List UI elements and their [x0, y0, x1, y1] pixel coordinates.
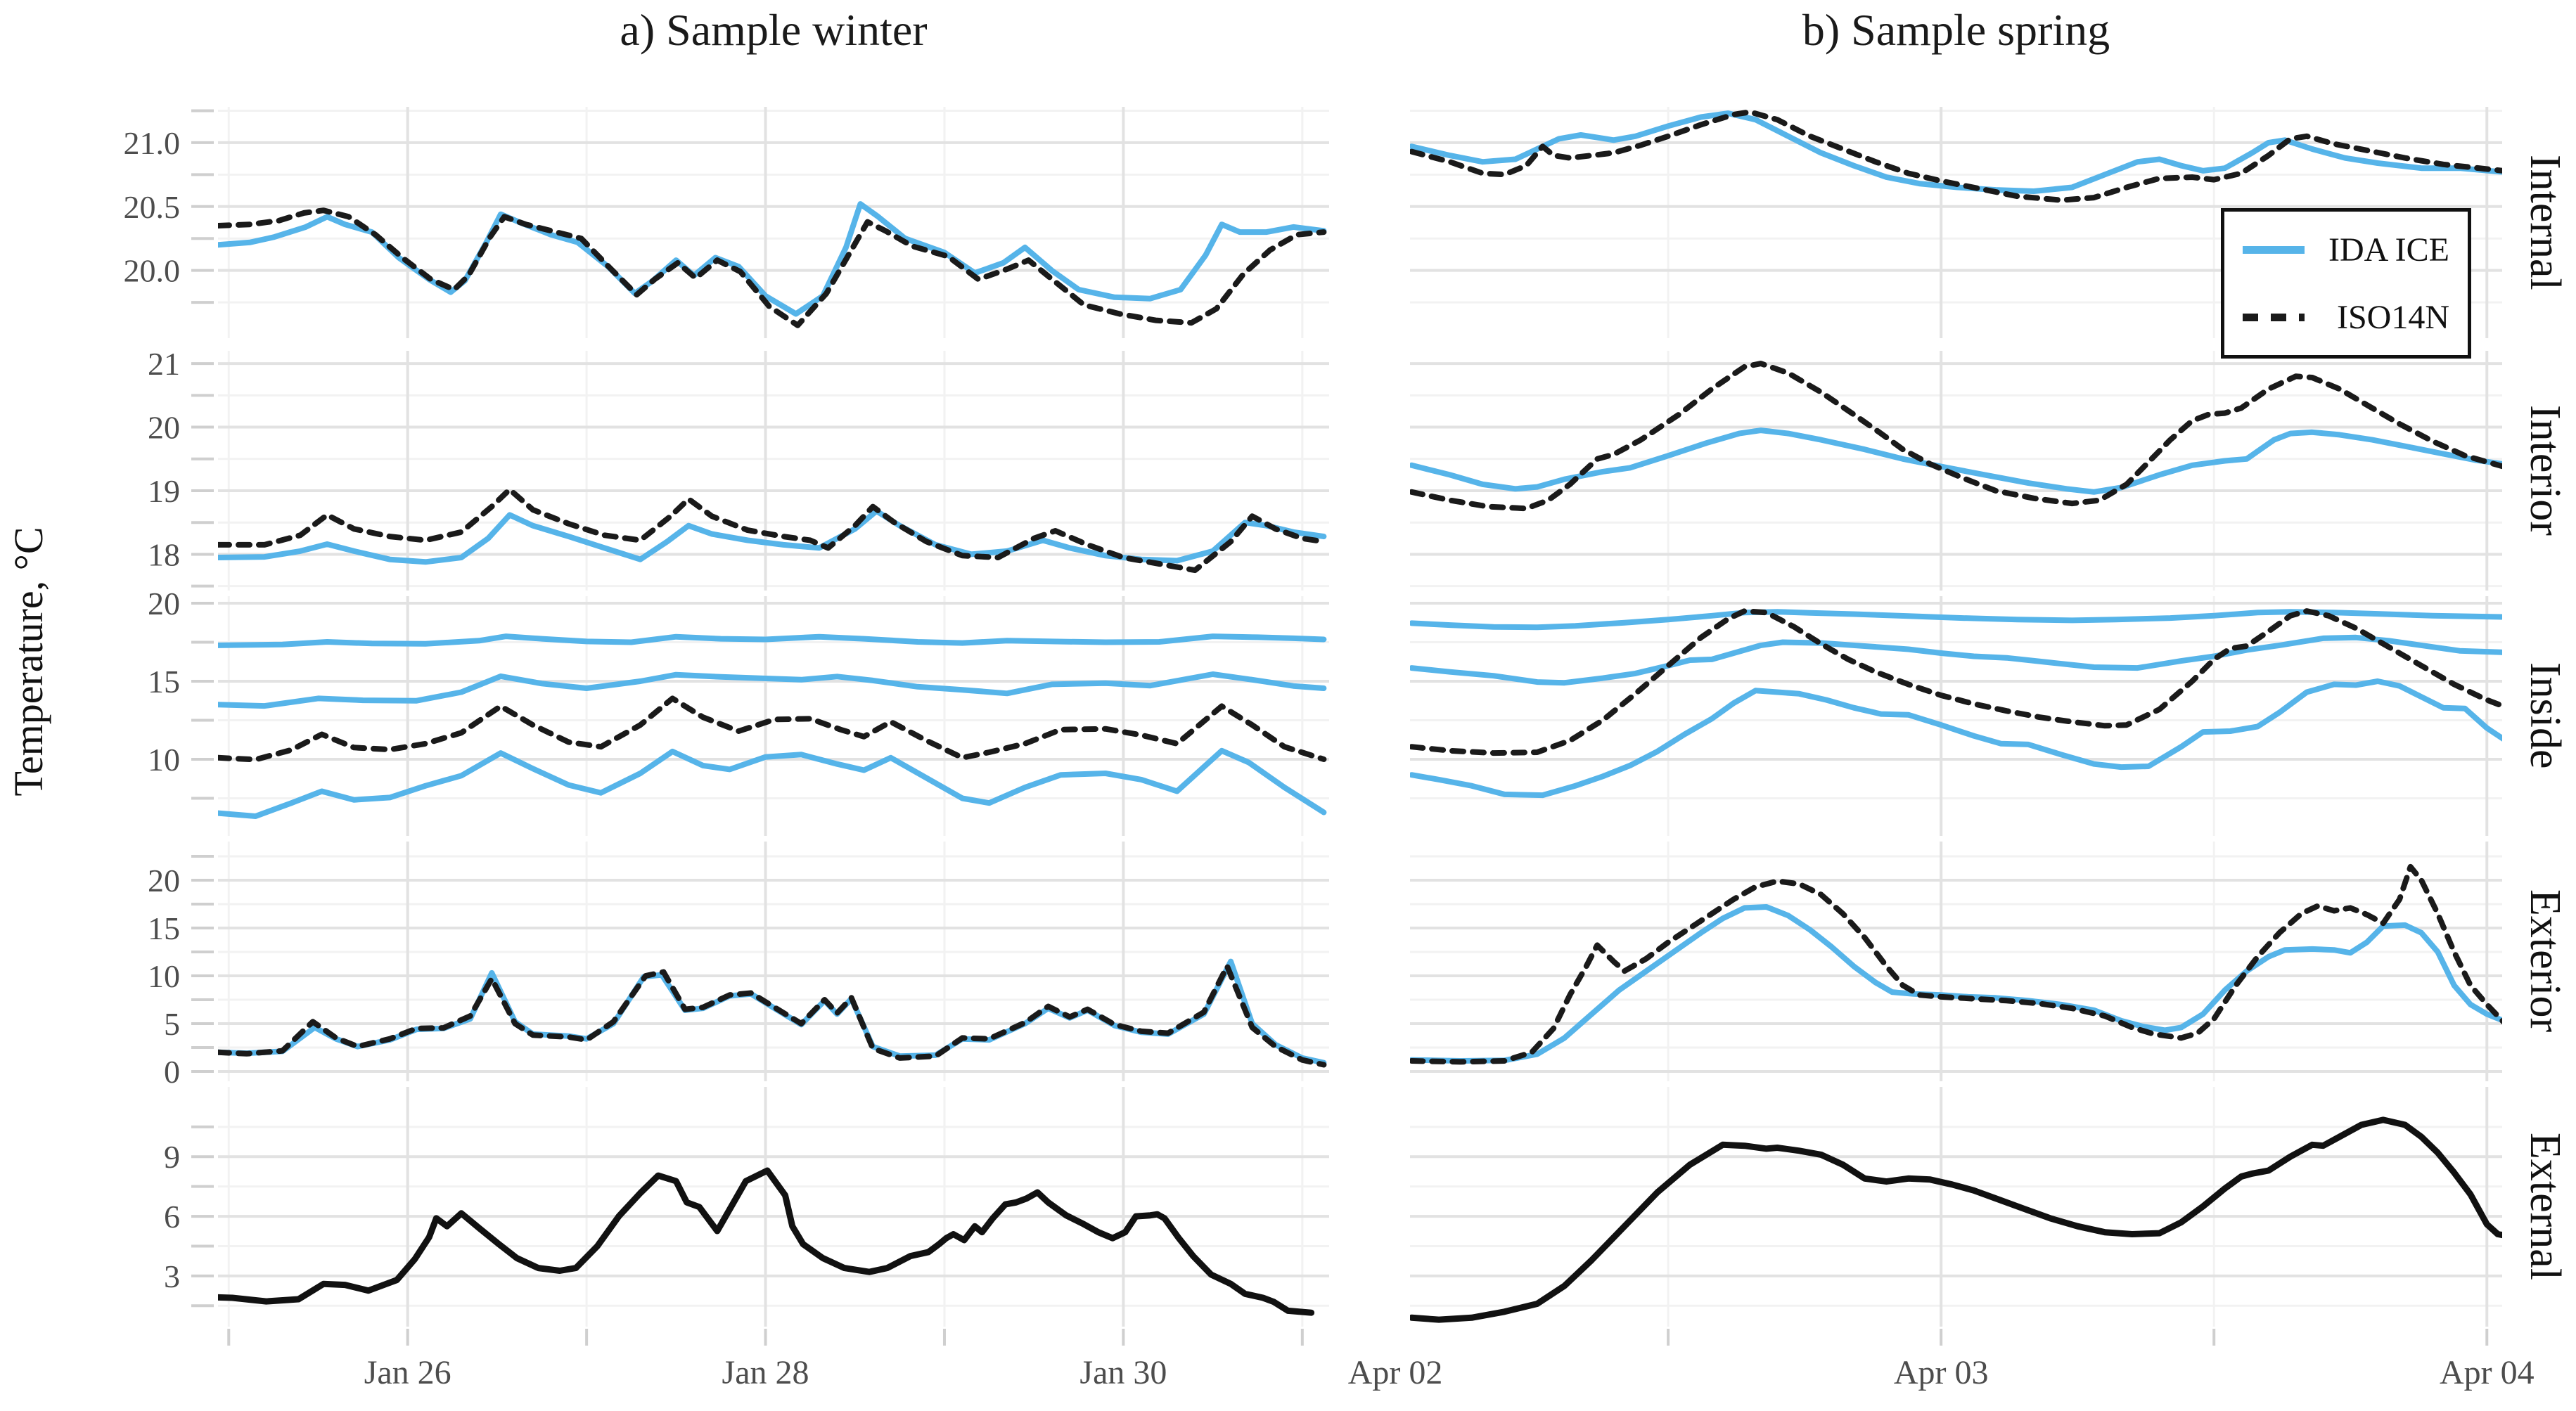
y-tick-label: 20	[148, 410, 180, 446]
facet-label-external: External	[2521, 1132, 2569, 1280]
series-iso-spring	[1410, 863, 2502, 1065]
series-ida-winter	[218, 201, 1327, 317]
x-tick-label: Jan 28	[722, 1354, 809, 1391]
panel-inside-winter	[218, 596, 1329, 836]
y-tick-label: 21.0	[124, 125, 181, 161]
x-tick-label: Apr 04	[2440, 1354, 2535, 1391]
series-ida-winter	[218, 508, 1327, 565]
panel-inside-spring	[1410, 596, 2502, 836]
series-ida-winter	[218, 671, 1327, 709]
panel-interior-winter	[218, 351, 1329, 591]
series-ida-spring	[1410, 678, 2502, 799]
y-tick-label: 20.5	[124, 189, 181, 225]
y-tick-label: 10	[148, 742, 180, 778]
x-tick-label: Jan 30	[1079, 1354, 1167, 1391]
y-tick-label: 3	[164, 1258, 180, 1294]
y-axis-title: Temperature, °C	[6, 527, 51, 797]
series-ida-spring	[1410, 427, 2502, 495]
series-iso-winter	[218, 487, 1327, 574]
panel-title-winter: a) Sample winter	[620, 5, 928, 55]
x-tick-label: Apr 02	[1348, 1354, 1443, 1391]
facet-label-internal: Internal	[2521, 154, 2569, 290]
legend-item-ida-ice: IDA ICE	[2243, 231, 2449, 269]
panel-title-spring: b) Sample spring	[1802, 5, 2110, 55]
x-tick-label: Jan 26	[364, 1354, 451, 1391]
facet-label-exterior: Exterior	[2521, 889, 2569, 1033]
legend-line-dashed-icon	[2243, 313, 2305, 321]
series-iso-spring	[1410, 361, 2502, 512]
y-tick-label: 20.0	[124, 253, 181, 289]
panel-external-spring	[1410, 1087, 2502, 1327]
y-tick-label: 9	[164, 1139, 180, 1175]
series-ida-spring	[1410, 110, 2502, 194]
series-iso-spring	[1410, 109, 2502, 203]
series-ida-winter	[218, 747, 1327, 819]
panel-exterior-winter	[218, 842, 1329, 1081]
y-tick-label: 0	[164, 1054, 180, 1090]
y-tick-label: 21	[148, 346, 180, 382]
y-tick-label: 15	[148, 910, 180, 946]
y-tick-label: 18	[148, 536, 180, 572]
panel-exterior-spring	[1410, 842, 2502, 1081]
y-tick-label: 5	[164, 1006, 180, 1042]
y-tick-label: 15	[148, 664, 180, 700]
legend: IDA ICE ISO14N	[2221, 208, 2471, 359]
series-ida-winter	[218, 633, 1327, 648]
y-tick-label: 19	[148, 473, 180, 509]
series-ida-spring	[1410, 609, 2502, 631]
series-iso-spring	[1410, 608, 2502, 756]
series-ext-spring	[1410, 1116, 2502, 1323]
panel-interior-spring	[1410, 351, 2502, 591]
facet-label-interior: Interior	[2521, 405, 2569, 536]
y-tick-label: 20	[148, 863, 180, 898]
series-iso-winter	[218, 963, 1327, 1068]
series-ext-winter	[218, 1167, 1315, 1316]
panel-external-winter	[218, 1087, 1329, 1327]
legend-line-solid-icon	[2243, 245, 2305, 254]
facet-label-inside: Inside	[2521, 662, 2569, 769]
legend-label: ISO14N	[2336, 298, 2449, 336]
y-tick-label: 20	[148, 586, 180, 621]
y-tick-label: 10	[148, 958, 180, 994]
series-iso-winter	[218, 695, 1327, 763]
y-tick-label: 6	[164, 1199, 180, 1235]
panel-internal-winter	[218, 107, 1329, 338]
legend-label: IDA ICE	[2328, 231, 2449, 269]
series-ida-spring	[1410, 634, 2502, 686]
x-tick-label: Apr 03	[1894, 1354, 1989, 1391]
legend-item-iso14n: ISO14N	[2243, 298, 2449, 337]
series-iso-winter	[218, 207, 1327, 328]
